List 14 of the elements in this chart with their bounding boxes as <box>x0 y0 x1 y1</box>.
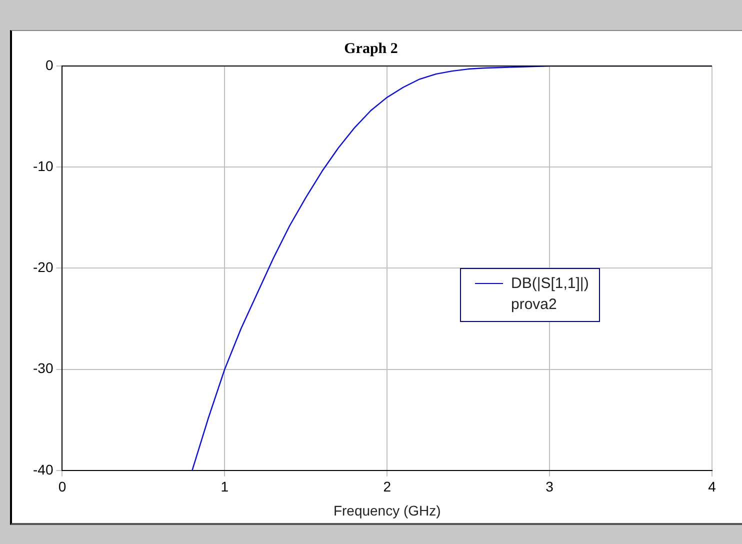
legend-label: DB(|S[1,1]|) <box>511 275 589 292</box>
x-tick-label: 2 <box>383 478 392 495</box>
x-tick-label: 3 <box>546 478 554 495</box>
y-tick-label: -20 <box>33 259 54 276</box>
y-tick-label: -40 <box>33 461 54 478</box>
x-tick-label: 4 <box>708 478 716 495</box>
legend-title: prova2 <box>511 296 558 313</box>
x-tick-label: 1 <box>220 478 229 495</box>
y-tick-label: -10 <box>33 158 54 174</box>
y-tick-label: -30 <box>33 360 54 376</box>
x-tick-label: 0 <box>58 478 66 495</box>
chart-title: Graph 2 <box>344 40 398 57</box>
x-axis-title: Frequency (GHz) <box>333 502 441 518</box>
y-tick-label: 0 <box>45 56 54 73</box>
